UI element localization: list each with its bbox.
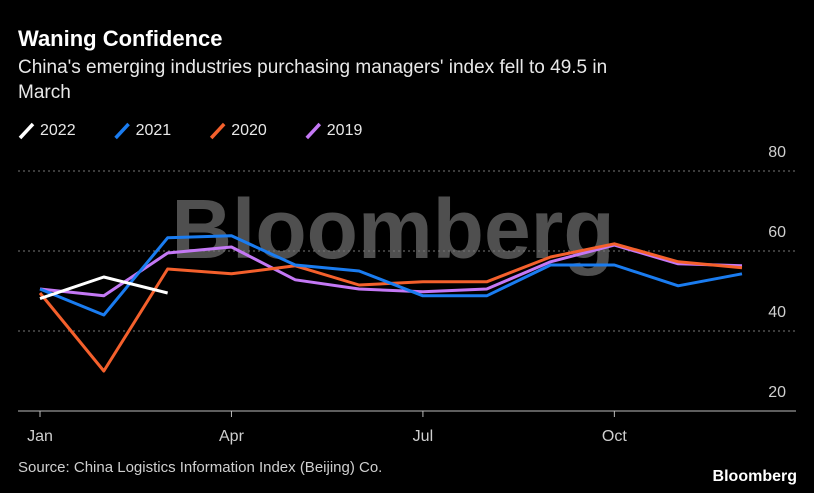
source: Source: China Logistics Information Inde… xyxy=(18,459,382,476)
y-tick-label: 80 xyxy=(768,144,786,161)
chart-title: Waning Confidence xyxy=(18,26,223,51)
legend-swatch xyxy=(114,122,130,140)
x-tick-label: Jan xyxy=(27,428,53,445)
legend-label: 2021 xyxy=(136,122,172,139)
legend-label: 2022 xyxy=(40,122,76,139)
series-line xyxy=(39,234,743,317)
legend-label: 2019 xyxy=(327,122,363,139)
x-tick-label: Apr xyxy=(219,428,245,445)
x-tick-label: Jul xyxy=(413,428,433,445)
y-tick-label: 20 xyxy=(768,384,786,401)
legend-label: 2020 xyxy=(231,122,267,139)
legend-swatch xyxy=(209,122,226,140)
x-tick-label: Oct xyxy=(602,428,627,445)
y-tick-label: 40 xyxy=(768,304,786,321)
logo: Bloomberg xyxy=(713,468,797,485)
series-line xyxy=(39,275,169,301)
chart-subtitle: China's emerging industries purchasing m… xyxy=(18,57,607,103)
legend-swatch xyxy=(18,122,35,140)
legend-swatch xyxy=(305,122,322,140)
y-tick-label: 60 xyxy=(768,224,786,241)
